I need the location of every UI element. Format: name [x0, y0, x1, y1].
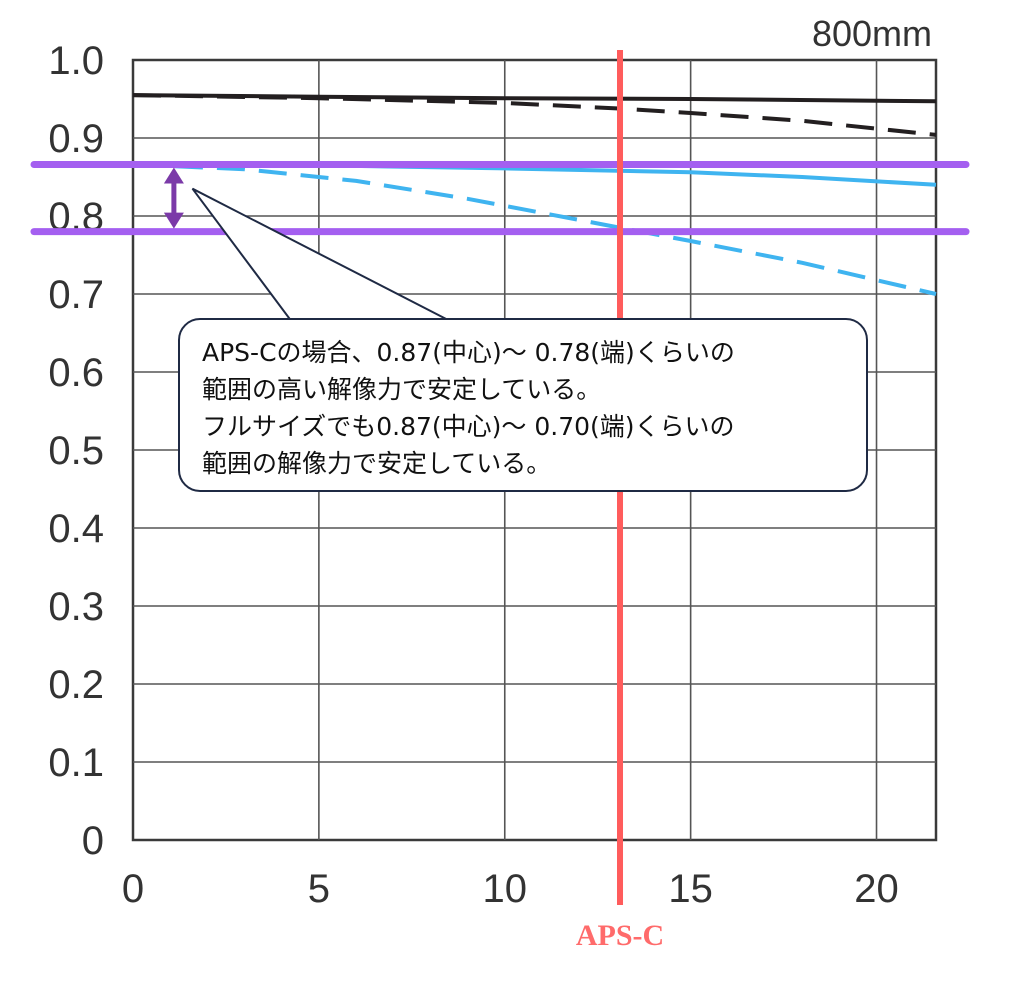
x-tick-label: 10: [483, 867, 528, 911]
range-arrow-head-down: [163, 212, 184, 229]
series-line-2: [132, 93, 937, 137]
y-tick-label: 0.7: [48, 273, 104, 317]
y-tick-label: 0.3: [48, 585, 104, 629]
y-tick-label: 0.6: [48, 351, 104, 395]
x-tick-label: 15: [668, 867, 713, 911]
y-tick-label: 1.0: [48, 39, 104, 83]
annotation-line-3: フルサイズでも0.87(中心)〜 0.70(端)くらいの: [202, 412, 735, 441]
y-tick-label: 0.2: [48, 663, 104, 707]
x-tick-label: 5: [308, 867, 330, 911]
y-tick-label: 0.1: [48, 741, 104, 785]
y-tick-label: 0: [82, 819, 104, 863]
annotation-line-4: 範囲の解像力で安定している。: [202, 449, 552, 478]
y-tick-label: 0.5: [48, 429, 104, 473]
range-arrow-head-up: [163, 167, 184, 184]
y-tick-label: 0.9: [48, 117, 104, 161]
x-tick-label: 20: [854, 867, 899, 911]
series-line-4: [132, 162, 937, 296]
annotation-callout: APS-Cの場合、0.87(中心)〜 0.78(端)くらいの 範囲の高い解像力で…: [178, 318, 868, 492]
series-line-1: [132, 93, 937, 104]
y-tick-label: 0.4: [48, 507, 104, 551]
aps-c-label: APS-C: [576, 919, 664, 952]
annotation-line-1: APS-Cの場合、0.87(中心)〜 0.78(端)くらいの: [202, 338, 735, 367]
annotation-line-2: 範囲の高い解像力で安定している。: [202, 375, 602, 404]
chart-title: 800mm: [812, 13, 932, 54]
x-tick-label: 0: [122, 867, 144, 911]
